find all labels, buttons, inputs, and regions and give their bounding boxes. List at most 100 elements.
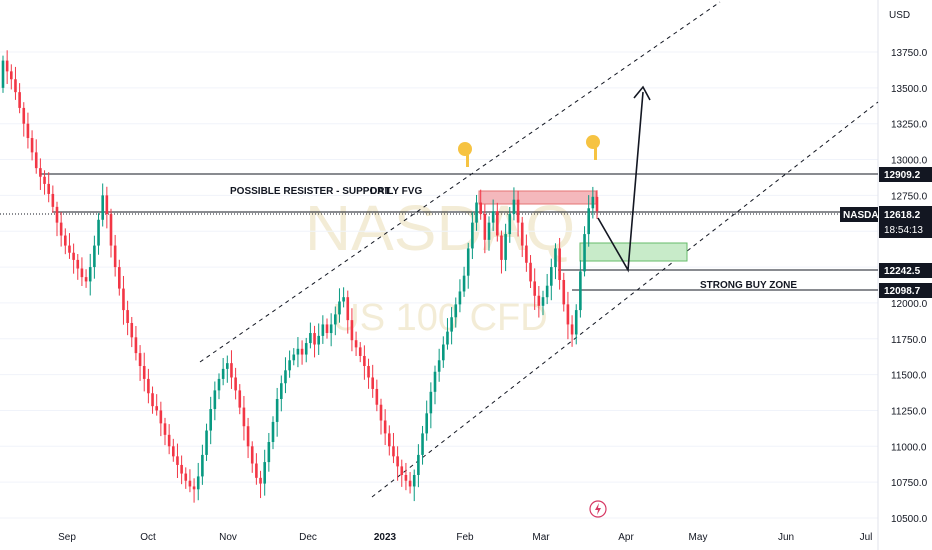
candle-body[interactable] (271, 421, 275, 443)
candle-body[interactable] (334, 314, 337, 325)
candle-body[interactable] (263, 462, 266, 484)
candle-body[interactable] (346, 297, 350, 321)
candle-body[interactable] (566, 304, 570, 325)
candle-body[interactable] (275, 398, 279, 422)
channel-upper-line[interactable] (199, 1, 721, 363)
candle-body[interactable] (300, 348, 304, 355)
candle-body[interactable] (238, 390, 242, 408)
candle-body[interactable] (537, 295, 541, 306)
candle-body[interactable] (138, 353, 142, 367)
candle-body[interactable] (39, 168, 42, 177)
candle-body[interactable] (375, 388, 379, 405)
candle-body[interactable] (18, 92, 21, 108)
candle-body[interactable] (72, 252, 75, 260)
candle-body[interactable] (51, 193, 55, 207)
candle-body[interactable] (458, 291, 462, 305)
candle-body[interactable] (88, 267, 92, 282)
candle-body[interactable] (284, 370, 287, 384)
candle-body[interactable] (383, 420, 387, 434)
candle-body[interactable] (250, 446, 254, 464)
candle-body[interactable] (358, 347, 362, 356)
candle-body[interactable] (192, 486, 196, 490)
candle-body[interactable] (213, 390, 217, 410)
time-axis[interactable]: Sep Oct Nov Dec 2023 Feb Mar Apr May Jun Jul (58, 532, 872, 543)
candle-body[interactable] (172, 446, 175, 457)
candle-body[interactable] (113, 245, 117, 268)
candle-body[interactable] (496, 211, 499, 236)
candle-body[interactable] (188, 480, 192, 487)
candle-body[interactable] (196, 476, 200, 490)
candle-body[interactable] (512, 199, 516, 215)
candle-body[interactable] (176, 456, 179, 465)
candle-body[interactable] (309, 333, 312, 344)
annotation-strong-buy-zone[interactable]: STRONG BUY ZONE (700, 280, 797, 291)
candle-body[interactable] (84, 277, 88, 282)
candle-body[interactable] (234, 377, 237, 391)
candle-body[interactable] (93, 245, 96, 268)
candle-body[interactable] (491, 211, 495, 223)
candle-body[interactable] (520, 222, 524, 246)
candle-body[interactable] (64, 235, 67, 246)
candle-body[interactable] (570, 324, 574, 335)
candle-body[interactable] (325, 324, 329, 334)
candle-body[interactable] (342, 297, 345, 302)
price-tag-nasdaq[interactable]: NASDAQ 12618.2 18:54:13 (840, 206, 932, 238)
buy-zone[interactable] (579, 242, 688, 262)
candle-body[interactable] (388, 433, 391, 447)
candle-body[interactable] (292, 354, 296, 361)
candle-body[interactable] (591, 196, 595, 209)
candle-body[interactable] (454, 304, 458, 318)
candle-body[interactable] (412, 474, 416, 487)
candle-body[interactable] (421, 433, 424, 455)
candle-body[interactable] (404, 474, 408, 481)
candle-body[interactable] (14, 79, 17, 93)
candle-body[interactable] (130, 322, 134, 338)
candle-body[interactable] (504, 234, 507, 260)
thinking-marker-icon[interactable] (586, 135, 600, 160)
candle-body[interactable] (167, 434, 171, 447)
candle-body[interactable] (425, 413, 428, 434)
candle-body[interactable] (105, 195, 109, 215)
candle-body[interactable] (545, 285, 549, 298)
annotation-possible-resister[interactable]: POSSIBLE RESISTER - SUPPORT (230, 186, 391, 197)
candle-body[interactable] (205, 430, 208, 455)
candle-body[interactable] (554, 248, 557, 268)
candle-body[interactable] (508, 214, 512, 235)
candle-body[interactable] (450, 317, 453, 332)
candle-body[interactable] (288, 360, 291, 371)
candle-body[interactable] (230, 363, 233, 378)
candle-body[interactable] (479, 202, 482, 215)
candle-body[interactable] (43, 176, 46, 184)
candle-body[interactable] (437, 360, 441, 372)
candle-body[interactable] (354, 340, 358, 348)
candle-body[interactable] (134, 337, 138, 354)
candle-body[interactable] (350, 320, 354, 341)
candle-body[interactable] (5, 60, 9, 72)
candle-body[interactable] (122, 288, 125, 311)
candle-body[interactable] (400, 466, 404, 475)
candle-body[interactable] (408, 480, 412, 487)
price-axis[interactable]: 10500.0 10750.0 11000.0 11250.0 11500.0 11750… (891, 48, 928, 525)
candle-body[interactable] (201, 454, 204, 477)
candle-body[interactable] (76, 259, 80, 269)
candle-body[interactable] (159, 410, 163, 424)
candle-body[interactable] (574, 310, 578, 335)
candle-body[interactable] (163, 423, 167, 435)
candle-body[interactable] (541, 297, 545, 306)
candle-body[interactable] (47, 183, 50, 194)
candle-body[interactable] (321, 324, 325, 336)
candle-body[interactable] (255, 463, 258, 478)
candle-body[interactable] (97, 219, 100, 246)
candle-body[interactable] (109, 214, 113, 246)
candle-body[interactable] (317, 335, 320, 345)
candle-body[interactable] (59, 222, 63, 236)
candle-body[interactable] (126, 310, 129, 323)
candle-body[interactable] (429, 391, 433, 414)
candle-body[interactable] (184, 473, 188, 481)
candle-body[interactable] (242, 407, 246, 427)
price-tag-12098[interactable]: 12098.7 (879, 283, 932, 298)
candle-body[interactable] (475, 202, 478, 223)
candle-body[interactable] (221, 368, 225, 379)
candle-body[interactable] (487, 222, 491, 240)
